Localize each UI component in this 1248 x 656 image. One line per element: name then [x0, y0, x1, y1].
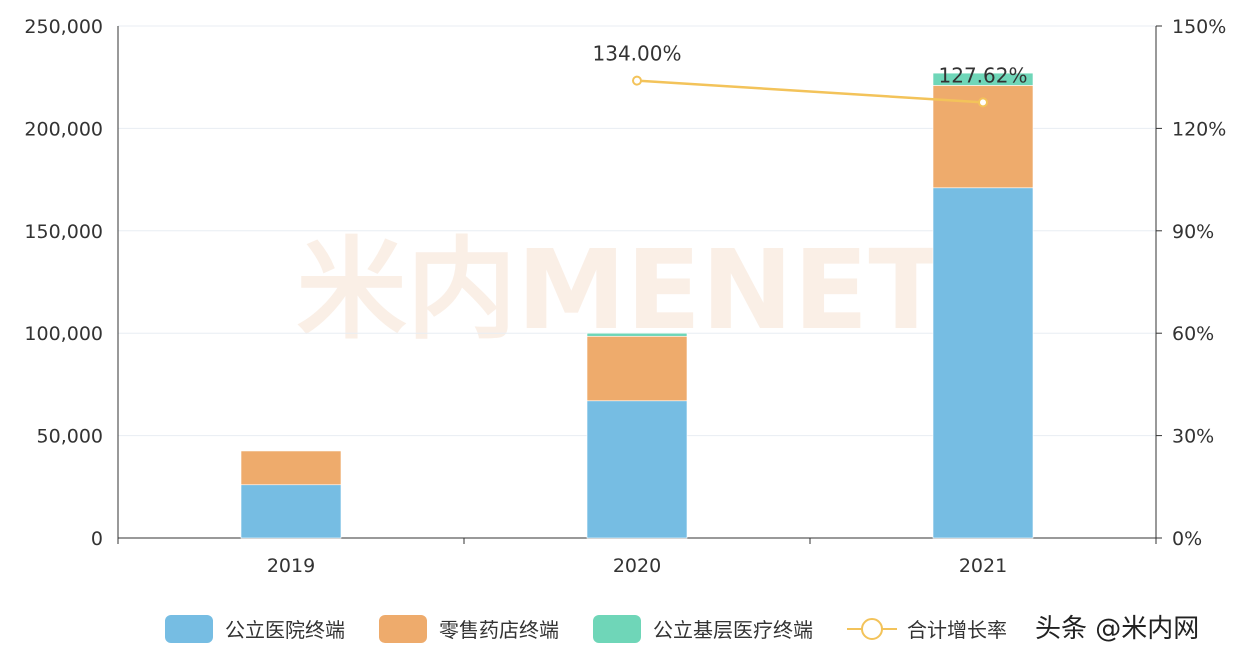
- right-tick-label: 0%: [1172, 528, 1202, 550]
- legend-item[interactable]: 公立基层医疗终端: [593, 614, 813, 643]
- right-tick-label: 90%: [1172, 221, 1214, 243]
- x-tick-label: 2021: [959, 555, 1007, 577]
- right-tick-label: 60%: [1172, 323, 1214, 345]
- growth-point: [632, 75, 642, 86]
- bar-零售药店终端: [240, 450, 342, 486]
- legend-label: 合计增长率: [907, 618, 1007, 642]
- growth-label: 127.62%: [939, 63, 1028, 87]
- growth-point: [978, 97, 988, 108]
- legend-swatch: [593, 614, 641, 643]
- legend: 公立医院终端 零售药店终端 公立基层医疗终端 合计增长率: [165, 614, 1041, 643]
- right-tick-label: 150%: [1172, 16, 1226, 38]
- legend-label: 零售药店终端: [439, 618, 559, 642]
- left-tick-label: 150,000: [24, 221, 103, 243]
- right-tick-label: 30%: [1172, 426, 1214, 448]
- bar-公立医院终端: [240, 484, 342, 539]
- bar-公立医院终端: [932, 187, 1034, 539]
- legend-item[interactable]: 合计增长率: [847, 614, 1007, 643]
- legend-swatch: [379, 614, 427, 643]
- left-tick-label: 50,000: [37, 426, 103, 448]
- legend-item[interactable]: 零售药店终端: [379, 614, 559, 643]
- x-tick-label: 2019: [267, 555, 315, 577]
- legend-line-icon: [847, 617, 897, 640]
- center-watermark: 米内MENET: [297, 226, 944, 354]
- bar-零售药店终端: [586, 335, 688, 402]
- left-tick-label: 100,000: [24, 323, 103, 345]
- left-tick-label: 200,000: [24, 118, 103, 140]
- growth-line: [636, 79, 984, 104]
- bar-零售药店终端: [932, 85, 1034, 189]
- bar-公立基层医疗终端: [586, 332, 688, 337]
- corner-watermark: 头条 @米内网: [1035, 614, 1200, 644]
- left-tick-label: 0: [91, 528, 103, 550]
- legend-label: 公立医院终端: [225, 618, 345, 642]
- growth-label: 134.00%: [593, 42, 682, 66]
- left-tick-label: 250,000: [24, 16, 103, 38]
- bar-公立基层医疗终端: [932, 72, 1034, 86]
- legend-swatch: [165, 614, 213, 643]
- legend-item[interactable]: 公立医院终端: [165, 614, 345, 643]
- right-tick-label: 120%: [1172, 118, 1226, 140]
- legend-label: 公立基层医疗终端: [653, 618, 813, 642]
- bar-公立医院终端: [586, 400, 688, 539]
- x-tick-label: 2020: [613, 555, 661, 577]
